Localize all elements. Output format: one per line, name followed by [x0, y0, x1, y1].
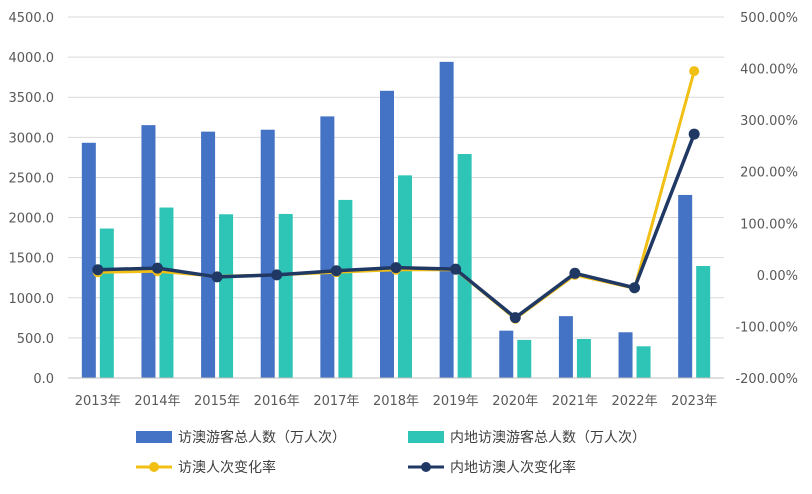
bar-total-visitors — [81, 142, 96, 378]
left-tick-label: 0.0 — [33, 372, 54, 387]
bar-mainland-visitors — [398, 175, 412, 378]
left-tick-label: 2000.0 — [9, 212, 55, 227]
legend-swatch-bar — [136, 431, 172, 443]
right-tick-label: -200.00% — [735, 372, 798, 387]
point-mainland-change-rate — [330, 265, 342, 277]
x-tick-label: 2020年 — [492, 394, 538, 409]
x-tick-label: 2021年 — [552, 394, 598, 409]
bar-mainland-visitors — [338, 199, 353, 378]
x-tick-label: 2015年 — [194, 394, 240, 409]
bar-total-visitors — [678, 194, 693, 378]
bar-total-visitors — [558, 316, 573, 378]
bar-mainland-visitors — [696, 266, 711, 378]
left-tick-label: 1000.0 — [9, 292, 55, 307]
legend-swatch-marker — [421, 462, 431, 472]
point-mainland-change-rate — [509, 312, 521, 324]
line-mainland-change-rate — [96, 132, 696, 320]
left-tick-label: 3000.0 — [9, 131, 55, 146]
bars — [81, 61, 711, 379]
bar-total-visitors — [499, 330, 514, 378]
x-tick-label: 2018年 — [373, 394, 419, 409]
lines — [92, 66, 700, 324]
point-mainland-change-rate — [569, 267, 581, 279]
left-tick-label: 3500.0 — [9, 91, 55, 106]
left-tick-label: 4000.0 — [9, 51, 55, 66]
bar-mainland-visitors — [159, 207, 174, 378]
point-mainland-change-rate — [688, 128, 700, 140]
bar-total-visitors — [380, 90, 394, 378]
bar-mainland-visitors — [219, 214, 234, 378]
legend-label: 访澳人次变化率 — [178, 459, 276, 476]
point-mainland-change-rate — [271, 269, 283, 281]
point-mainland-change-rate — [390, 262, 402, 274]
left-tick-label: 4500.0 — [9, 11, 55, 26]
left-tick-label: 500.0 — [17, 332, 54, 347]
bar-mainland-visitors — [576, 339, 591, 378]
bar-total-visitors — [439, 61, 454, 378]
right-tick-label: 100.00% — [740, 217, 798, 232]
legend: 访澳游客总人数（万人次） 内地访澳游客总人数（万人次） 访澳人次变化率 内地访澳人次变… — [136, 429, 646, 476]
bar-mainland-visitors — [517, 339, 532, 378]
x-tick-label: 2013年 — [75, 394, 121, 409]
legend-label: 内地访澳游客总人数（万人次） — [450, 429, 646, 446]
x-tick-label: 2017年 — [313, 394, 359, 409]
right-tick-label: 500.00% — [740, 11, 798, 26]
bar-total-visitors — [320, 116, 335, 379]
bar-mainland-visitors — [99, 228, 114, 378]
x-axis: 2013年 2014年 2015年 2016年 2017年 2018年 2019年 2020年… — [68, 377, 724, 409]
point-mainland-change-rate — [450, 263, 462, 275]
legend-swatch-marker — [149, 462, 159, 472]
point-total-change-rate — [689, 66, 700, 77]
point-mainland-change-rate — [629, 282, 641, 294]
right-tick-label: 300.00% — [740, 114, 798, 129]
bar-total-visitors — [141, 125, 156, 378]
x-tick-label: 2023年 — [671, 394, 717, 409]
right-tick-label: -100.00% — [735, 320, 798, 335]
x-tick-label: 2014年 — [134, 394, 180, 409]
x-tick-label: 2019年 — [433, 394, 479, 409]
right-tick-label: 0.00% — [757, 269, 798, 284]
legend-label: 内地访澳人次变化率 — [450, 459, 576, 476]
bar-total-visitors — [201, 131, 216, 378]
right-axis: -200.00% -100.00% 0.00% 100.00% 200.00% 300.0… — [735, 11, 798, 387]
right-tick-label: 200.00% — [740, 166, 798, 181]
legend-label: 访澳游客总人数（万人次） — [178, 429, 346, 446]
bar-mainland-visitors — [457, 154, 472, 378]
bar-total-visitors — [618, 332, 633, 378]
left-axis: 0.0 500.0 1000.0 1500.0 2000.0 2500.0 3000.0 35… — [9, 11, 55, 387]
x-tick-label: 2016年 — [254, 394, 300, 409]
left-tick-label: 2500.0 — [9, 171, 55, 186]
point-mainland-change-rate — [92, 264, 104, 276]
right-tick-label: 400.00% — [740, 63, 798, 78]
left-tick-label: 1500.0 — [9, 252, 55, 267]
x-tick-label: 2022年 — [611, 394, 657, 409]
legend-swatch-bar — [408, 431, 444, 443]
gridlines — [68, 16, 724, 379]
point-mainland-change-rate — [151, 262, 163, 274]
bar-mainland-visitors — [636, 346, 651, 378]
point-mainland-change-rate — [211, 271, 223, 283]
bar-total-visitors — [260, 129, 275, 378]
bar-mainland-visitors — [278, 213, 293, 378]
